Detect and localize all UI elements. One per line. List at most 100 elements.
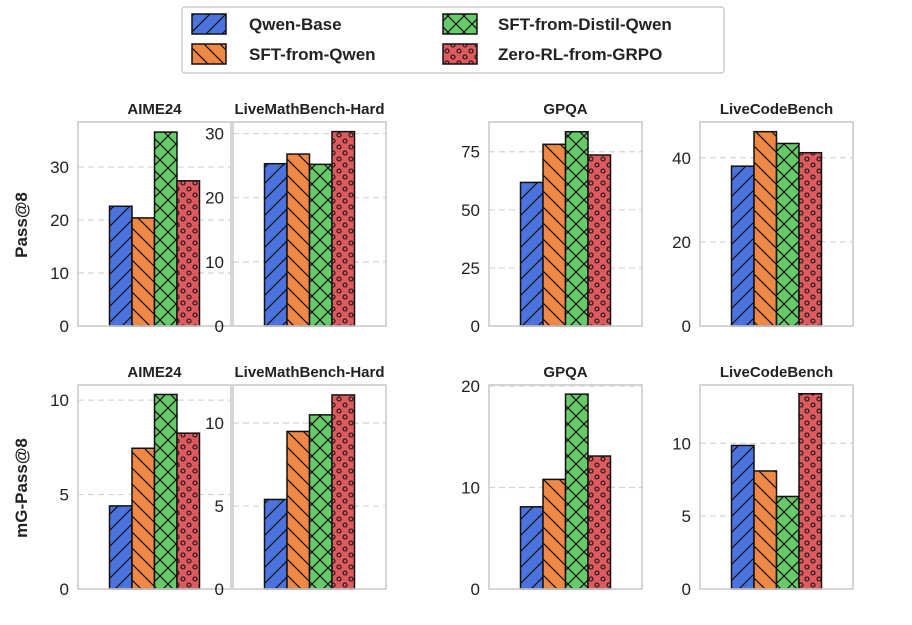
bar-zero-rl-from-grpo — [587, 455, 612, 590]
panel-title: AIME24 — [127, 101, 182, 118]
y-tick-label: 0 — [215, 580, 224, 599]
y-tick-label: 0 — [60, 317, 69, 336]
panel-title: GPQA — [543, 364, 587, 381]
axes-frame — [77, 384, 232, 590]
y-tick-label: 30 — [50, 158, 69, 177]
y-tick-label: 20 — [672, 233, 691, 252]
panel-title: LiveMathBench-Hard — [234, 101, 384, 118]
y-tick-label: 10 — [461, 479, 480, 498]
y-tick-label: 50 — [461, 201, 480, 220]
y-tick-label: 0 — [682, 580, 691, 599]
panel-title: LiveMathBench-Hard — [234, 364, 384, 381]
bar-sft-from-qwen — [542, 478, 567, 590]
panel-pass8-gpqa: GPQA 0 25 50 75 — [461, 101, 643, 336]
legend-label-qwen-base: Qwen-Base — [249, 15, 342, 34]
bar-sft-from-distil-qwen — [153, 131, 178, 327]
axes-frame — [699, 121, 854, 327]
legend-label-sft-from-distil-qwen: SFT-from-Distil-Qwen — [498, 15, 672, 34]
panel-mg-pass8-livemathbench-hard: LiveMathBench-Hard 0 5 10 — [205, 364, 387, 599]
y-tick-label: 25 — [461, 259, 480, 278]
bar-sft-from-distil-qwen — [564, 131, 589, 327]
y-tick-label: 5 — [215, 497, 224, 516]
panel-title: LiveCodeBench — [720, 101, 833, 118]
y-tick-label: 20 — [50, 211, 69, 230]
chart-panels: AIME24 0 10 20 30 LiveMathBench-Hard 0 10 20 30 GP… — [50, 101, 854, 599]
axes-frame — [488, 121, 643, 327]
bar-sft-from-distil-qwen — [153, 393, 178, 590]
bar-qwen-base — [108, 205, 133, 327]
bar-zero-rl-from-grpo — [176, 432, 201, 590]
legend-swatch-sft-from-distil-qwen — [442, 13, 478, 35]
y-tick-label: 40 — [672, 149, 691, 168]
y-tick-label: 0 — [682, 317, 691, 336]
bar-qwen-base — [519, 506, 544, 590]
legend-item-qwen-base: Qwen-Base — [191, 13, 342, 35]
panel-title: LiveCodeBench — [720, 364, 833, 381]
y-tick-label: 30 — [205, 125, 224, 144]
bar-qwen-base — [730, 444, 755, 590]
bar-zero-rl-from-grpo — [331, 130, 356, 327]
y-tick-label: 10 — [672, 434, 691, 453]
bar-qwen-base — [263, 162, 288, 327]
y-tick-label: 0 — [471, 580, 480, 599]
bar-sft-from-distil-qwen — [308, 163, 333, 327]
legend-frame — [181, 6, 725, 74]
bar-zero-rl-from-grpo — [587, 154, 612, 327]
bar-sft-from-qwen — [131, 447, 156, 590]
panel-pass8-aime24: AIME24 0 10 20 30 — [50, 101, 232, 336]
panel-title: AIME24 — [127, 364, 182, 381]
legend-swatch-sft-from-qwen — [191, 43, 227, 65]
legend-item-zero-rl-from-grpo: Zero-RL-from-GRPO — [442, 43, 662, 65]
axes-frame — [232, 121, 387, 327]
y-tick-label: 10 — [50, 391, 69, 410]
y-tick-label: 5 — [60, 486, 69, 505]
axes-frame — [77, 121, 232, 327]
panel-mg-pass8-gpqa: GPQA 0 10 20 — [461, 364, 643, 599]
bar-zero-rl-from-grpo — [798, 151, 823, 327]
y-tick-label: 75 — [461, 143, 480, 162]
panel-mg-pass8-livecodebench: LiveCodeBench 0 5 10 — [672, 364, 854, 599]
bar-sft-from-qwen — [542, 143, 567, 327]
bar-sft-from-distil-qwen — [775, 142, 800, 327]
bar-sft-from-distil-qwen — [564, 393, 589, 590]
y-tick-label: 5 — [682, 507, 691, 526]
y-tick-label: 0 — [215, 317, 224, 336]
bar-sft-from-qwen — [286, 153, 311, 327]
legend-swatch-zero-rl-from-grpo — [442, 43, 478, 65]
row-label-mg-pass8: mG-Pass@8 — [12, 438, 31, 538]
y-tick-label: 10 — [205, 253, 224, 272]
y-tick-label: 0 — [60, 580, 69, 599]
bar-sft-from-qwen — [131, 217, 156, 327]
bar-zero-rl-from-grpo — [331, 394, 356, 590]
panel-mg-pass8-aime24: AIME24 0 5 10 — [50, 364, 232, 599]
bar-qwen-base — [263, 498, 288, 590]
bar-sft-from-qwen — [286, 430, 311, 590]
bar-zero-rl-from-grpo — [176, 180, 201, 327]
legend-label-zero-rl-from-grpo: Zero-RL-from-GRPO — [498, 45, 662, 64]
y-tick-label: 10 — [205, 414, 224, 433]
bar-sft-from-qwen — [753, 470, 778, 590]
axes-frame — [232, 384, 387, 590]
bar-sft-from-distil-qwen — [308, 414, 333, 590]
legend-label-sft-from-qwen: SFT-from-Qwen — [249, 45, 376, 64]
panel-pass8-livemathbench-hard: LiveMathBench-Hard 0 10 20 30 — [205, 101, 387, 336]
legend-swatch-qwen-base — [191, 13, 227, 35]
bar-qwen-base — [730, 165, 755, 327]
legend: Qwen-Base SFT-from-Qwen SFT-from-Distil-… — [181, 6, 725, 74]
y-tick-label: 20 — [461, 377, 480, 396]
bar-sft-from-qwen — [753, 130, 778, 327]
bar-sft-from-distil-qwen — [775, 495, 800, 590]
row-label-pass8: Pass@8 — [12, 192, 31, 258]
y-tick-label: 20 — [205, 189, 224, 208]
axes-frame — [488, 384, 643, 590]
legend-item-sft-from-distil-qwen: SFT-from-Distil-Qwen — [442, 13, 672, 35]
legend-item-sft-from-qwen: SFT-from-Qwen — [191, 43, 376, 65]
bar-qwen-base — [108, 505, 133, 590]
bar-qwen-base — [519, 181, 544, 327]
y-tick-label: 10 — [50, 264, 69, 283]
y-tick-label: 0 — [471, 317, 480, 336]
panel-pass8-livecodebench: LiveCodeBench 0 20 40 — [672, 101, 854, 336]
panel-title: GPQA — [543, 101, 587, 118]
axes-frame — [699, 384, 854, 590]
